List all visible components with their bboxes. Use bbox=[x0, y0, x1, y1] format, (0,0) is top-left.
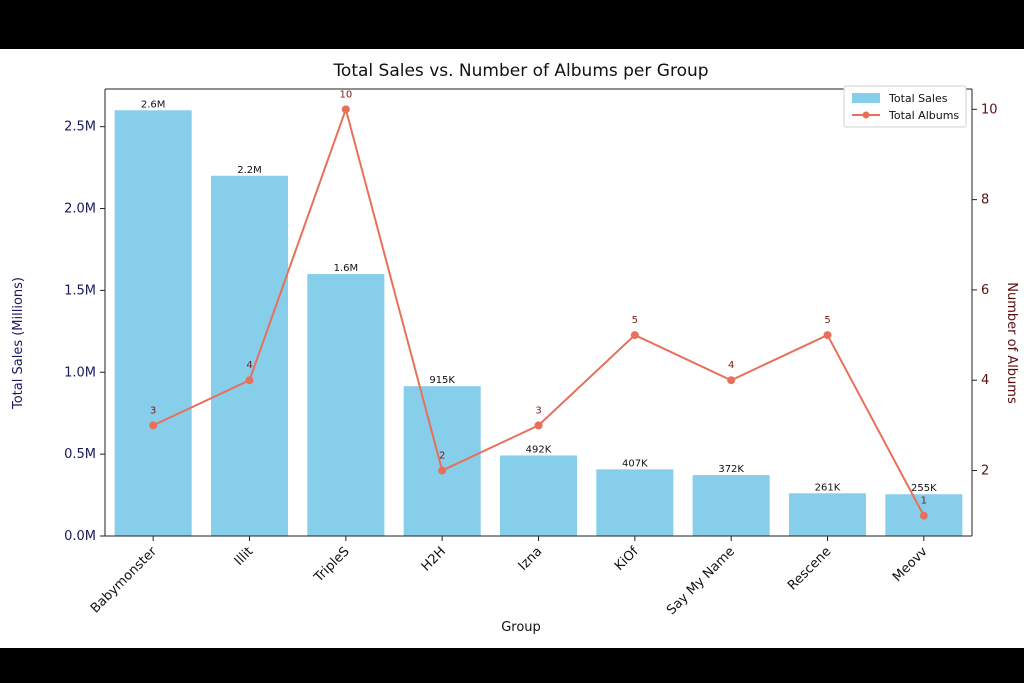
albums-point-label: 2 bbox=[439, 451, 445, 462]
x-tick-label: Babymonster bbox=[88, 544, 161, 617]
albums-point-label: 5 bbox=[824, 315, 830, 326]
albums-point-meovv bbox=[919, 511, 928, 520]
x-axis-label: Group bbox=[501, 620, 541, 635]
y-tick-label-right: 2 bbox=[981, 464, 989, 479]
bars-group: 2.6M 2.2M 1.6M 915K 492K 407K 372K 261K 255K bbox=[114, 99, 963, 537]
chart-title: Total Sales vs. Number of Albums per Gro… bbox=[332, 61, 708, 81]
legend-label-total-sales: Total Sales bbox=[888, 92, 948, 105]
bar-say-my-name bbox=[692, 475, 770, 536]
axes-group: 0.0M 0.5M 1.0M 1.5M 2.0M 2.5M 2 4 6 8 10 Babymonste… bbox=[64, 88, 998, 618]
x-tick-label: Illit bbox=[232, 544, 257, 569]
bar-value-label: 407K bbox=[622, 458, 648, 469]
y-tick-label-left: 0.0M bbox=[64, 529, 96, 544]
y-tick-label-left: 1.0M bbox=[64, 365, 96, 380]
albums-point-h2h bbox=[438, 466, 447, 475]
albums-point-illit bbox=[245, 376, 254, 385]
bar-value-label: 492K bbox=[526, 444, 552, 455]
bar-value-label: 915K bbox=[429, 375, 455, 386]
albums-point-say-my-name bbox=[727, 376, 736, 385]
line-group: 3 4 10 2 3 5 4 5 1 bbox=[149, 89, 928, 520]
albums-point-label: 5 bbox=[632, 315, 638, 326]
x-tick-label: Say My Name bbox=[664, 544, 738, 618]
legend: Total Sales Total Albums bbox=[843, 85, 967, 128]
chart-svg: Total Sales vs. Number of Albums per Gro… bbox=[11, 61, 1019, 635]
bar-value-label: 2.2M bbox=[237, 165, 262, 176]
bar-rescene bbox=[788, 493, 867, 536]
albums-point-rescene bbox=[823, 331, 832, 340]
bar-triples bbox=[307, 274, 385, 536]
albums-point-label: 3 bbox=[150, 405, 156, 416]
albums-point-triples bbox=[341, 105, 350, 114]
albums-point-babymonster bbox=[149, 421, 158, 430]
bar-illit bbox=[210, 175, 289, 536]
albums-point-label: 3 bbox=[535, 405, 541, 416]
y-tick-label-left: 1.5M bbox=[64, 283, 96, 298]
y-tick-label-right: 8 bbox=[981, 193, 989, 208]
y-tick-label-right: 4 bbox=[981, 373, 989, 388]
x-tick-label: Rescene bbox=[785, 544, 834, 593]
albums-point-label: 10 bbox=[339, 89, 352, 100]
y-tick-label-right: 10 bbox=[981, 102, 998, 117]
x-tick-label: TripleS bbox=[311, 544, 353, 586]
legend-swatch-total-albums-marker bbox=[862, 111, 870, 119]
legend-label-total-albums: Total Albums bbox=[888, 109, 959, 122]
albums-point-izna bbox=[534, 421, 543, 430]
y-tick-label-left: 0.5M bbox=[64, 447, 96, 462]
bar-izna bbox=[499, 455, 578, 536]
bar-value-label: 2.6M bbox=[141, 99, 166, 110]
x-tick-label: Meovv bbox=[890, 544, 931, 585]
albums-point-label: 1 bbox=[921, 496, 927, 507]
chart-frame: Total Sales vs. Number of Albums per Gro… bbox=[0, 49, 1024, 648]
bar-value-label: 1.6M bbox=[334, 263, 359, 274]
albums-point-label: 4 bbox=[728, 360, 734, 371]
bar-value-label: 261K bbox=[815, 482, 841, 493]
y-tick-label-right: 6 bbox=[981, 283, 989, 298]
y-axis-label-right: Number of Albums bbox=[1004, 282, 1019, 404]
x-tick-label: H2H bbox=[419, 544, 449, 574]
x-tick-label: KiOf bbox=[612, 544, 642, 574]
bar-h2h bbox=[403, 386, 481, 536]
bar-value-label: 255K bbox=[911, 483, 937, 494]
albums-point-label: 4 bbox=[246, 360, 252, 371]
legend-swatch-total-sales bbox=[852, 93, 880, 103]
y-axis-label-left: Total Sales (Millions) bbox=[11, 277, 26, 410]
bar-kiof bbox=[596, 469, 674, 536]
albums-point-kiof bbox=[630, 331, 639, 340]
bar-value-label: 372K bbox=[718, 464, 744, 475]
y-tick-label-left: 2.5M bbox=[64, 120, 96, 135]
y-tick-label-left: 2.0M bbox=[64, 202, 96, 217]
x-tick-label: Izna bbox=[516, 544, 546, 574]
bar-babymonster bbox=[114, 110, 192, 537]
